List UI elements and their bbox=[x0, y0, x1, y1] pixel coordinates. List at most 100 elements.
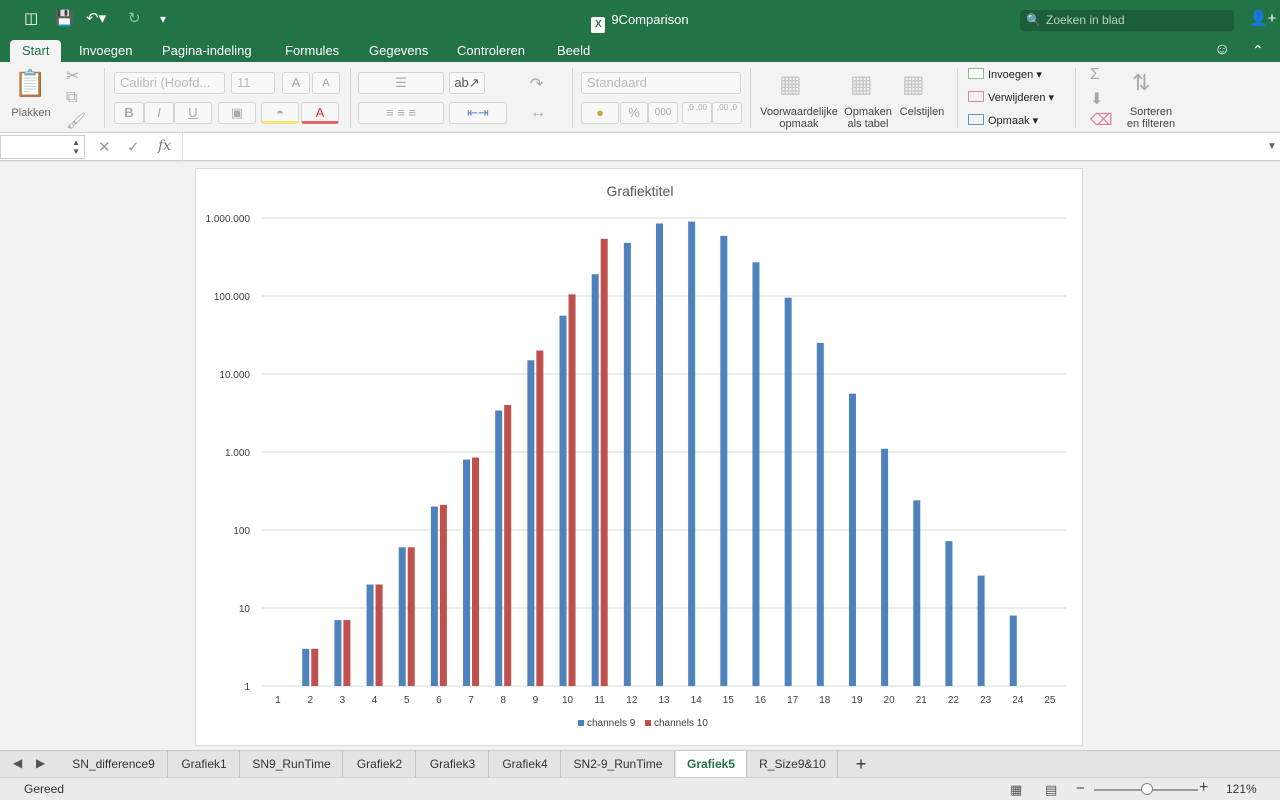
percent-button[interactable]: % bbox=[620, 102, 648, 124]
sheet-tab-sn2-9-runtime[interactable]: SN2-9_RunTime bbox=[562, 751, 675, 777]
bar-channels-9-2[interactable] bbox=[302, 648, 310, 686]
bar-channels-9-6[interactable] bbox=[430, 506, 438, 686]
tab-controleren[interactable]: Controleren bbox=[457, 43, 525, 58]
feedback-smiley-icon[interactable]: ☺ bbox=[1214, 41, 1231, 58]
bar-channels-10-7[interactable] bbox=[472, 457, 480, 686]
cancel-entry-icon[interactable]: ✕ bbox=[98, 139, 111, 156]
sort-filter-icon[interactable]: ⇅ bbox=[1132, 70, 1151, 95]
borders-button[interactable]: ▣ bbox=[218, 102, 256, 124]
name-box[interactable]: ▲ ▼ bbox=[0, 135, 85, 159]
zoom-out-button[interactable]: − bbox=[1076, 780, 1085, 797]
next-sheet-icon[interactable]: ▶ bbox=[36, 756, 46, 770]
copy-icon[interactable]: ⧉ bbox=[66, 89, 78, 106]
autosum-icon[interactable]: Σ bbox=[1090, 66, 1100, 83]
bar-channels-10-8[interactable] bbox=[504, 405, 512, 686]
paste-icon[interactable]: 📋 bbox=[14, 68, 47, 98]
format-cells-button[interactable]: Opmaak ▾ bbox=[968, 114, 1038, 128]
page-layout-view-icon[interactable]: ▤ bbox=[1045, 782, 1058, 797]
font-color-button[interactable]: A bbox=[301, 102, 339, 124]
bar-channels-9-7[interactable] bbox=[463, 459, 471, 686]
bar-channels-9-3[interactable] bbox=[334, 620, 342, 686]
sheet-tab-grafiek3[interactable]: Grafiek3 bbox=[417, 751, 489, 777]
font-name-select[interactable]: Calibri (Hoofd... bbox=[114, 72, 225, 94]
clear-icon[interactable]: ⌫ bbox=[1090, 112, 1113, 129]
conditional-format-icon[interactable]: ▦ bbox=[779, 71, 802, 98]
decrease-decimal-button[interactable]: ,00 ,0 bbox=[712, 102, 742, 124]
redo-icon[interactable]: ↻ bbox=[128, 10, 141, 27]
cut-icon[interactable]: ✂ bbox=[66, 68, 80, 85]
fill-color-button[interactable]: ◓ bbox=[261, 102, 299, 124]
bar-channels-9-11[interactable] bbox=[591, 274, 599, 686]
bar-channels-9-13[interactable] bbox=[656, 223, 663, 687]
cell-styles-icon[interactable]: ▦ bbox=[902, 71, 925, 98]
sheet-tab-r-size9-10[interactable]: R_Size9&10 bbox=[748, 751, 838, 777]
font-size-select[interactable]: 11 bbox=[231, 72, 275, 94]
conditional-format-label[interactable]: Voorwaardelijke opmaak bbox=[760, 106, 838, 130]
bar-channels-10-5[interactable] bbox=[407, 547, 415, 686]
tab-formules[interactable]: Formules bbox=[285, 43, 340, 58]
wrap-text-icon[interactable]: ↷ bbox=[530, 76, 544, 93]
normal-view-icon[interactable]: ▦ bbox=[1010, 782, 1023, 797]
bar-channels-10-6[interactable] bbox=[439, 504, 447, 686]
delete-cells-button[interactable]: Verwijderen ▾ bbox=[968, 91, 1054, 105]
bar-channels-9-9[interactable] bbox=[527, 360, 535, 686]
sheet-tab-sn-difference9[interactable]: SN_difference9 bbox=[60, 751, 168, 777]
underline-button[interactable]: U bbox=[174, 102, 212, 124]
bar-channels-9-14[interactable] bbox=[688, 221, 696, 686]
zoom-level[interactable]: 121% bbox=[1226, 782, 1257, 796]
name-box-spinner-icon[interactable]: ▲ ▼ bbox=[72, 138, 80, 156]
bar-channels-9-10[interactable] bbox=[559, 315, 567, 686]
sheet-tab-sn9-runtime[interactable]: SN9_RunTime bbox=[241, 751, 343, 777]
customize-toolbar-icon[interactable]: ▾ bbox=[160, 12, 167, 26]
chart-area[interactable]: Grafiektitel 1 10 100 1.000 10.000 100.000 1.0… bbox=[195, 168, 1083, 746]
paste-label[interactable]: Plakken bbox=[11, 107, 51, 119]
bar-channels-10-4[interactable] bbox=[375, 584, 383, 686]
format-as-table-label[interactable]: Opmaken als tabel bbox=[844, 106, 892, 130]
bar-channels-9-18[interactable] bbox=[816, 342, 824, 686]
bar-channels-10-10[interactable] bbox=[568, 294, 576, 686]
save-icon[interactable]: 💾 bbox=[55, 10, 74, 27]
bar-channels-9-8[interactable] bbox=[495, 410, 503, 686]
bar-channels-10-11[interactable] bbox=[600, 238, 608, 686]
tab-gegevens[interactable]: Gegevens bbox=[369, 43, 429, 58]
tab-pagina-indeling[interactable]: Pagina-indeling bbox=[162, 43, 252, 58]
add-sheet-button[interactable]: + bbox=[855, 754, 867, 774]
bar-channels-10-3[interactable] bbox=[343, 620, 351, 686]
search-input[interactable]: 🔍 Zoeken in blad bbox=[1020, 10, 1234, 31]
formula-input[interactable] bbox=[182, 133, 1262, 161]
number-format-select[interactable]: Standaard bbox=[581, 72, 741, 94]
tab-start[interactable]: Start bbox=[10, 40, 62, 62]
increase-decimal-button[interactable]: ,0 ,00 bbox=[682, 102, 712, 124]
thousands-button[interactable]: 000 bbox=[648, 102, 678, 124]
expand-formula-bar-icon[interactable]: ▼ bbox=[1267, 141, 1277, 152]
orientation-button[interactable]: ab↗ bbox=[449, 72, 485, 94]
bar-channels-10-9[interactable] bbox=[536, 350, 544, 686]
bar-channels-9-17[interactable] bbox=[784, 297, 792, 686]
bar-channels-9-23[interactable] bbox=[977, 575, 985, 686]
italic-button[interactable]: I bbox=[144, 102, 174, 124]
undo-icon[interactable]: ↶▾ bbox=[86, 10, 107, 27]
bar-channels-9-5[interactable] bbox=[398, 547, 406, 686]
sheet-tab-grafiek4[interactable]: Grafiek4 bbox=[490, 751, 561, 777]
indent-buttons[interactable]: ⇤⇥ bbox=[449, 102, 507, 124]
bar-channels-9-21[interactable] bbox=[913, 500, 921, 686]
format-as-table-icon[interactable]: ▦ bbox=[850, 71, 873, 98]
sort-filter-label[interactable]: Sorteren en filteren bbox=[1126, 106, 1176, 130]
tab-beeld[interactable]: Beeld bbox=[557, 43, 591, 58]
bar-channels-10-2[interactable] bbox=[311, 648, 319, 686]
chart-title[interactable]: Grafiektitel bbox=[607, 183, 674, 199]
sidebar-toggle-icon[interactable]: ◫ bbox=[24, 10, 39, 27]
bar-channels-9-4[interactable] bbox=[366, 584, 374, 686]
tab-invoegen[interactable]: Invoegen bbox=[79, 43, 133, 58]
bar-channels-9-15[interactable] bbox=[720, 235, 728, 686]
bar-channels-9-24[interactable] bbox=[1009, 615, 1017, 686]
bold-button[interactable]: B bbox=[114, 102, 144, 124]
legend[interactable]: channels 9 channels 10 bbox=[578, 718, 708, 729]
accounting-format-button[interactable]: ● bbox=[581, 102, 619, 124]
bar-channels-9-19[interactable] bbox=[848, 393, 856, 686]
fill-icon[interactable]: ⬇ bbox=[1090, 91, 1104, 108]
collapse-ribbon-icon[interactable]: ⌃ bbox=[1252, 42, 1264, 58]
sheet-tab-grafiek2[interactable]: Grafiek2 bbox=[344, 751, 416, 777]
bar-channels-9-20[interactable] bbox=[881, 448, 889, 686]
bar-channels-9-12[interactable] bbox=[623, 242, 631, 686]
